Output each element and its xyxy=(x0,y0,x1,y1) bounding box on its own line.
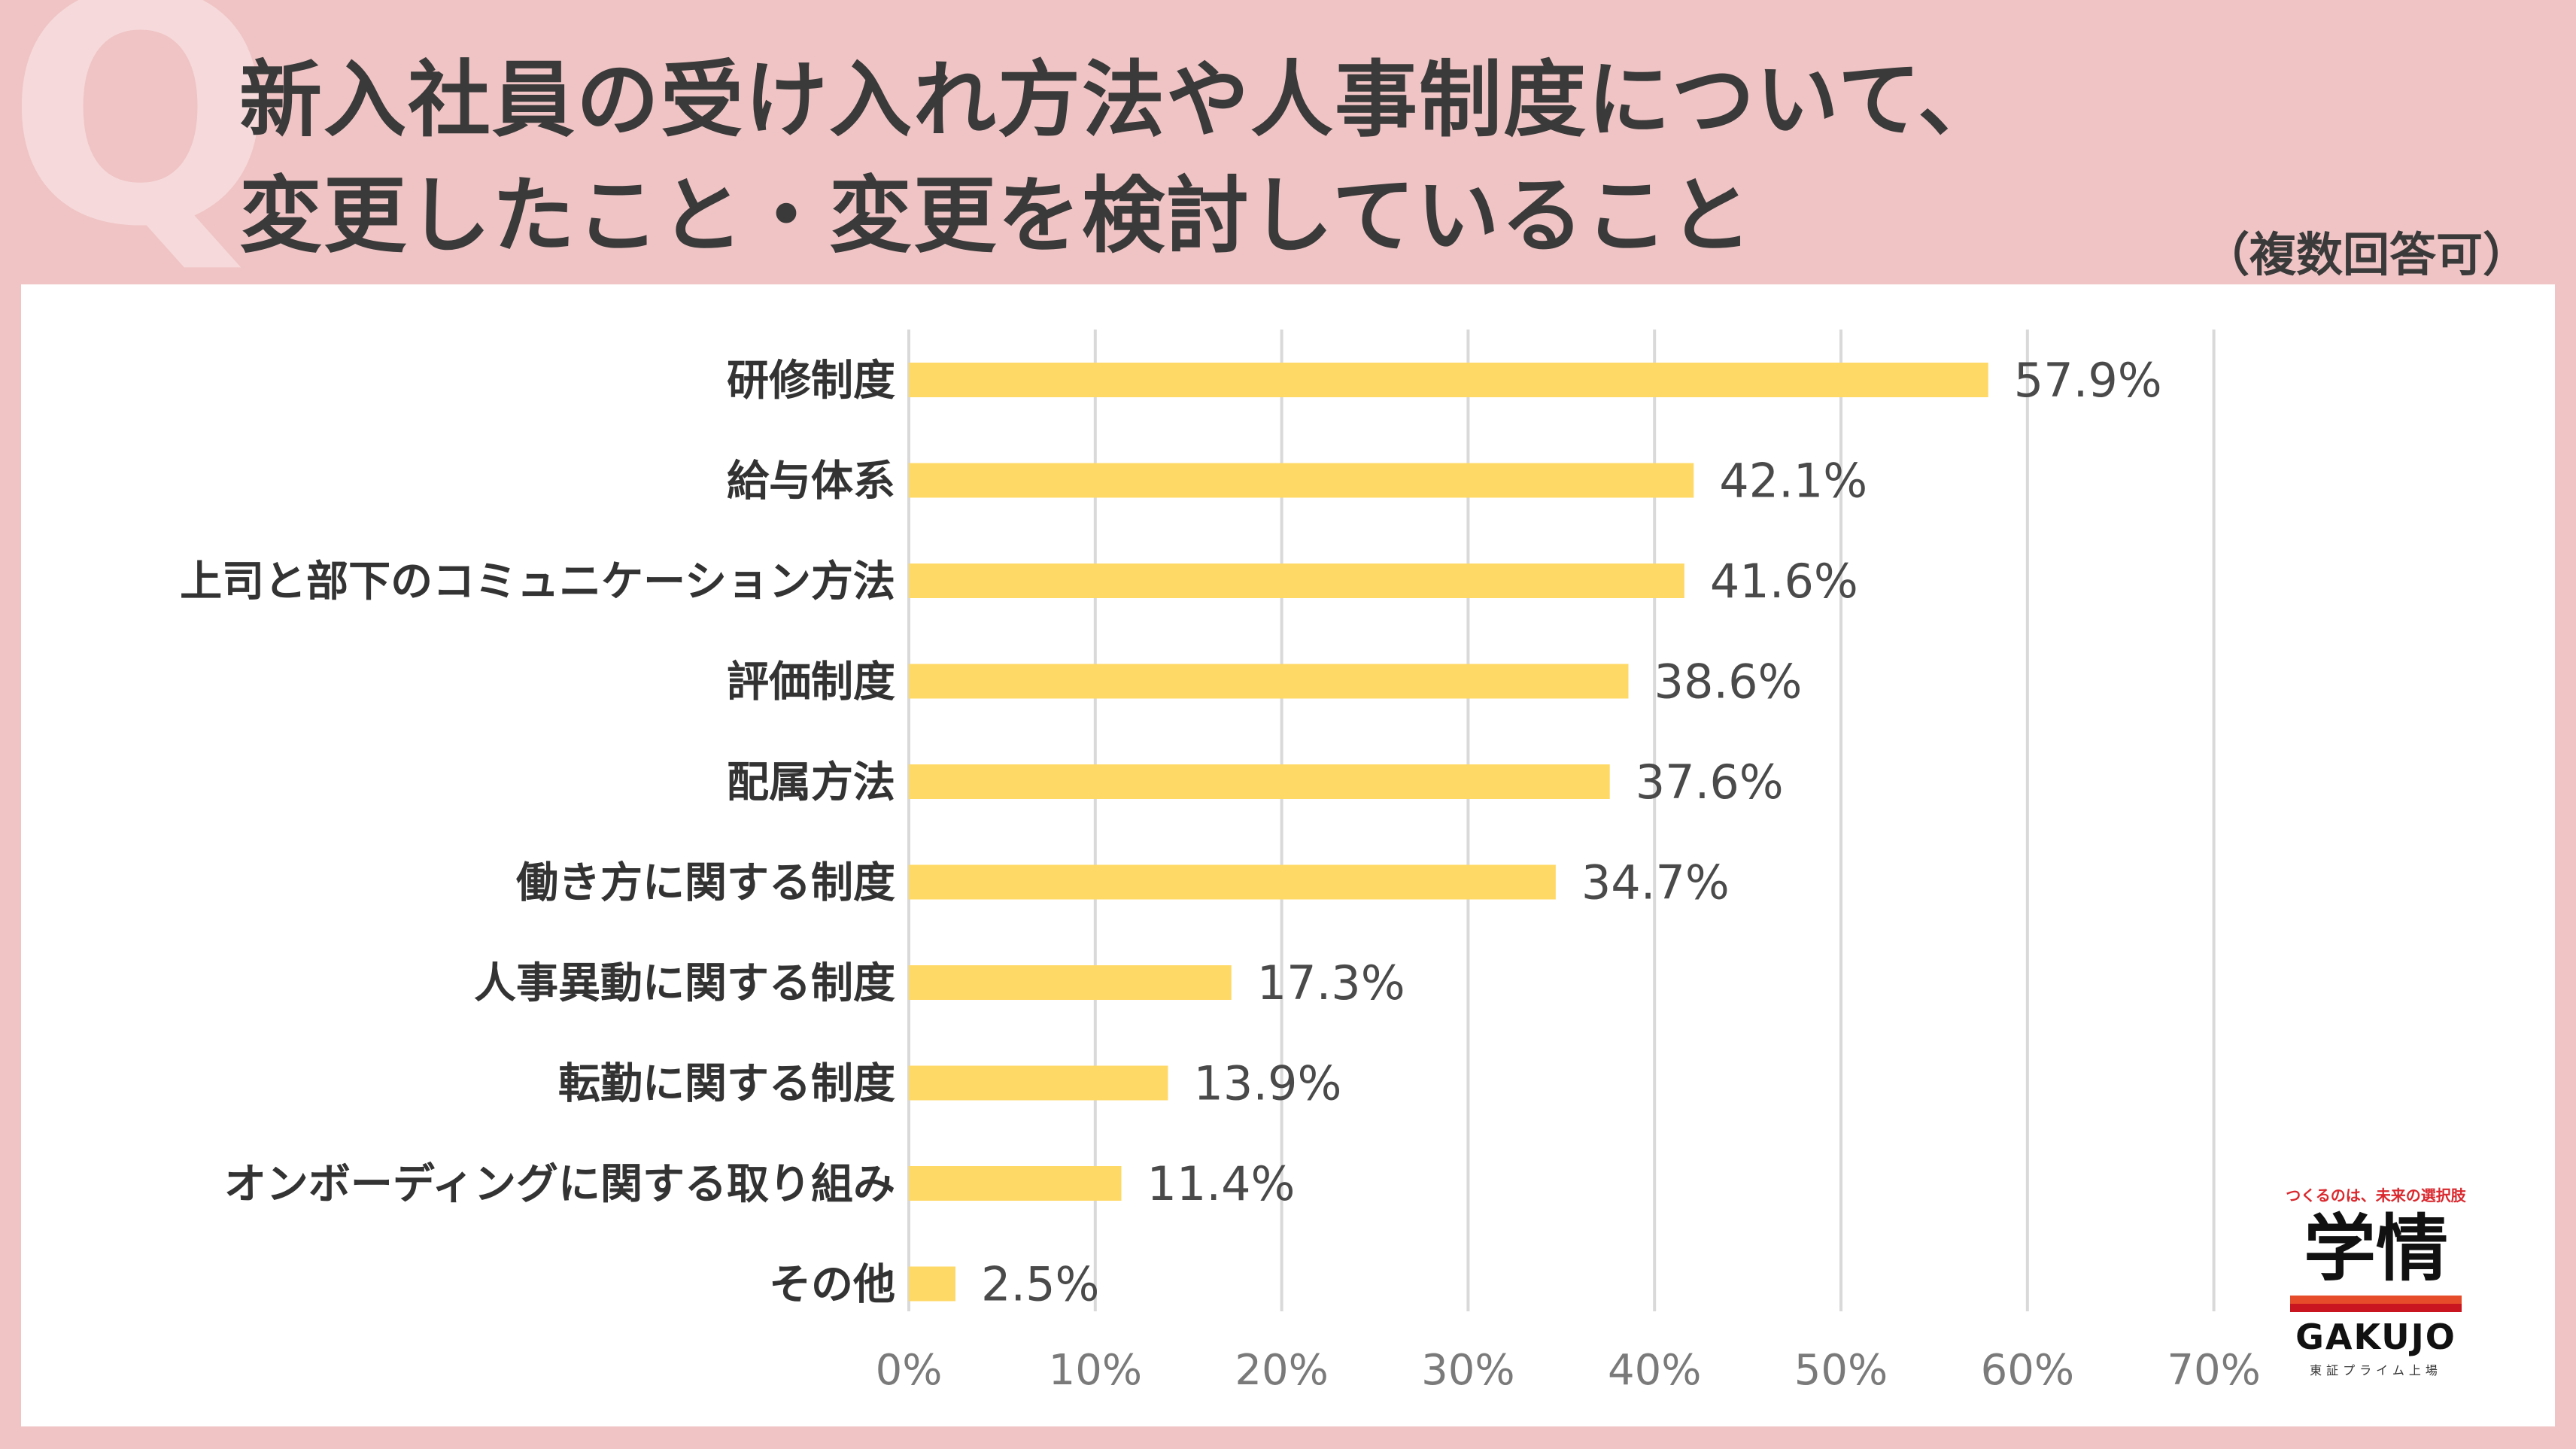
category-label: 研修制度 xyxy=(727,357,895,406)
x-tick-label: 30% xyxy=(1421,1346,1514,1395)
bar xyxy=(909,363,1988,397)
category-label: 人事異動に関する制度 xyxy=(474,959,895,1008)
bar xyxy=(909,1166,1122,1201)
logo-tagline: つくるのは、未来の選択肢 xyxy=(2286,1186,2466,1205)
x-tick-label: 40% xyxy=(1608,1346,1701,1395)
gakujo-logo: つくるのは、未来の選択肢 学情 GAKUJO 東証プライム上場 xyxy=(2263,1183,2489,1378)
value-label: 41.6% xyxy=(1710,554,1858,609)
category-label: 配属方法 xyxy=(727,758,895,807)
value-label: 17.3% xyxy=(1257,955,1405,1010)
value-label: 42.1% xyxy=(1719,454,1867,509)
category-label: オンボーディングに関する取り組み xyxy=(224,1160,895,1209)
x-tick-label: 70% xyxy=(2167,1346,2260,1395)
title-line-2: 変更したこと・変更を検討していること xyxy=(239,168,1754,264)
q-watermark: Q xyxy=(6,0,275,296)
bar xyxy=(909,1065,1168,1101)
value-label: 38.6% xyxy=(1654,655,1803,709)
value-label: 13.9% xyxy=(1193,1056,1341,1111)
category-label: 働き方に関する制度 xyxy=(516,859,895,908)
chart-panel: 0% 10% 20% 30% 40% 50% 60% 70% 研修制度 57.9% 給与体系 42.1… xyxy=(21,284,2555,1426)
bar xyxy=(909,965,1232,1000)
logo-name: GAKUJO xyxy=(2295,1317,2456,1357)
value-label: 11.4% xyxy=(1147,1156,1295,1211)
bar xyxy=(909,764,1610,799)
x-tick-label: 0% xyxy=(876,1346,943,1395)
bar xyxy=(909,664,1629,699)
category-label: 給与体系 xyxy=(727,457,895,506)
x-tick-label: 60% xyxy=(1981,1346,2074,1395)
x-tick-label: 10% xyxy=(1049,1346,1142,1395)
bar-chart: 0% 10% 20% 30% 40% 50% 60% 70% 研修制度 57.9% 給与体系 42.1… xyxy=(180,330,2261,1395)
value-label: 37.6% xyxy=(1636,755,1784,810)
value-label: 2.5% xyxy=(981,1257,1100,1312)
bar xyxy=(909,864,1556,900)
multiple-answer-note: （複数回答可） xyxy=(2202,227,2529,282)
category-label: 上司と部下のコミュニケーション方法 xyxy=(180,557,895,606)
logo-subtitle: 東証プライム上場 xyxy=(2310,1363,2442,1378)
logo-bar xyxy=(2290,1296,2462,1312)
category-label: その他 xyxy=(769,1261,895,1310)
title-line-1: 新入社員の受け入れ方法や人事制度について、 xyxy=(239,52,2003,148)
logo-mark: 学情 xyxy=(2304,1207,2448,1292)
bar xyxy=(909,463,1694,498)
value-label: 57.9% xyxy=(2014,353,2162,408)
bar xyxy=(909,564,1684,598)
category-label: 転勤に関する制度 xyxy=(558,1060,895,1109)
bar xyxy=(909,1266,955,1302)
value-label: 34.7% xyxy=(1581,855,1730,910)
category-label: 評価制度 xyxy=(727,658,895,707)
x-tick-label: 20% xyxy=(1235,1346,1328,1395)
x-tick-label: 50% xyxy=(1794,1346,1888,1395)
